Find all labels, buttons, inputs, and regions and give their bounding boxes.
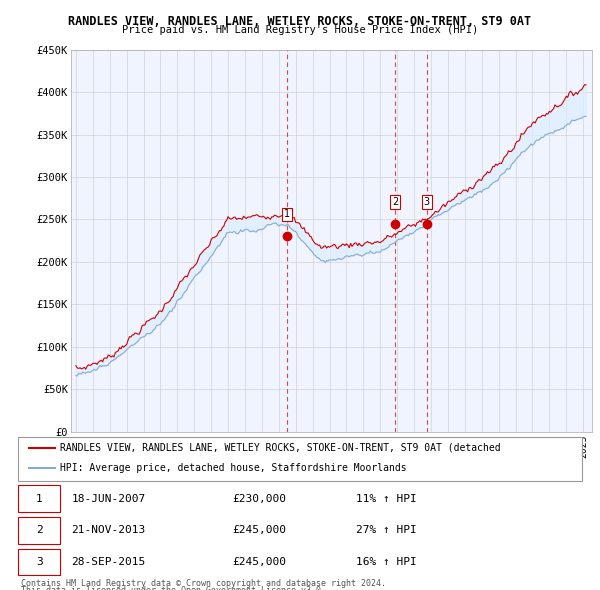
Text: 1: 1	[36, 494, 43, 504]
Text: £245,000: £245,000	[232, 526, 286, 535]
Text: 11% ↑ HPI: 11% ↑ HPI	[356, 494, 417, 504]
Text: £230,000: £230,000	[232, 494, 286, 504]
FancyBboxPatch shape	[18, 486, 60, 512]
Text: RANDLES VIEW, RANDLES LANE, WETLEY ROCKS, STOKE-ON-TRENT, ST9 0AT: RANDLES VIEW, RANDLES LANE, WETLEY ROCKS…	[68, 15, 532, 28]
Text: 27% ↑ HPI: 27% ↑ HPI	[356, 526, 417, 535]
Text: £245,000: £245,000	[232, 557, 286, 567]
Text: 3: 3	[36, 557, 43, 567]
Text: 18-JUN-2007: 18-JUN-2007	[71, 494, 146, 504]
Text: 2: 2	[36, 526, 43, 535]
Text: Contains HM Land Registry data © Crown copyright and database right 2024.: Contains HM Land Registry data © Crown c…	[21, 579, 386, 588]
Text: 28-SEP-2015: 28-SEP-2015	[71, 557, 146, 567]
Text: 2: 2	[392, 196, 398, 206]
Text: 1: 1	[283, 209, 290, 219]
Text: 21-NOV-2013: 21-NOV-2013	[71, 526, 146, 535]
Text: Price paid vs. HM Land Registry's House Price Index (HPI): Price paid vs. HM Land Registry's House …	[122, 25, 478, 35]
Text: 16% ↑ HPI: 16% ↑ HPI	[356, 557, 417, 567]
FancyBboxPatch shape	[18, 517, 60, 544]
Text: This data is licensed under the Open Government Licence v3.0.: This data is licensed under the Open Gov…	[21, 586, 326, 590]
Text: 3: 3	[424, 196, 430, 206]
FancyBboxPatch shape	[18, 549, 60, 575]
Text: HPI: Average price, detached house, Staffordshire Moorlands: HPI: Average price, detached house, Staf…	[60, 464, 407, 473]
Text: RANDLES VIEW, RANDLES LANE, WETLEY ROCKS, STOKE-ON-TRENT, ST9 0AT (detached: RANDLES VIEW, RANDLES LANE, WETLEY ROCKS…	[60, 442, 501, 453]
FancyBboxPatch shape	[18, 437, 582, 481]
